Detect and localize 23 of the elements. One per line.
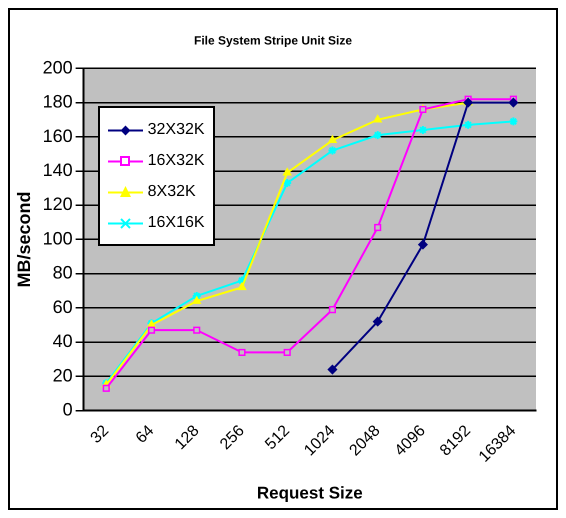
legend-label: 32X32K xyxy=(148,121,205,138)
y-tick-label: 60 xyxy=(52,296,73,317)
y-tick-label: 140 xyxy=(42,160,73,180)
y-tick-label: 0 xyxy=(62,400,73,420)
y-tick-label: 120 xyxy=(42,194,73,214)
y-tick-label: 40 xyxy=(52,331,73,352)
x-tick-label: 64 xyxy=(132,422,158,447)
y-tick-label: 200 xyxy=(42,57,73,78)
chart-title: File System Stripe Unit Size xyxy=(194,34,352,48)
legend-label: 16X32K xyxy=(148,152,205,170)
x-axis-title: Request Size xyxy=(256,483,363,502)
x-tick-label: 128 xyxy=(172,422,203,454)
legend-label: 16X16K xyxy=(148,214,205,232)
y-tick-label: 20 xyxy=(52,365,73,386)
y-axis-title: MB/second xyxy=(14,191,34,288)
x-tick-label: 256 xyxy=(217,422,248,454)
y-tick-label: 80 xyxy=(52,262,73,283)
y-tick-label: 160 xyxy=(42,126,73,146)
y-tick-label: 100 xyxy=(42,228,73,248)
x-tick-label: 512 xyxy=(262,422,294,454)
legend-label: 8X32K xyxy=(148,183,196,200)
y-tick-label: 180 xyxy=(42,92,73,112)
x-tick-label: 32 xyxy=(88,422,112,447)
